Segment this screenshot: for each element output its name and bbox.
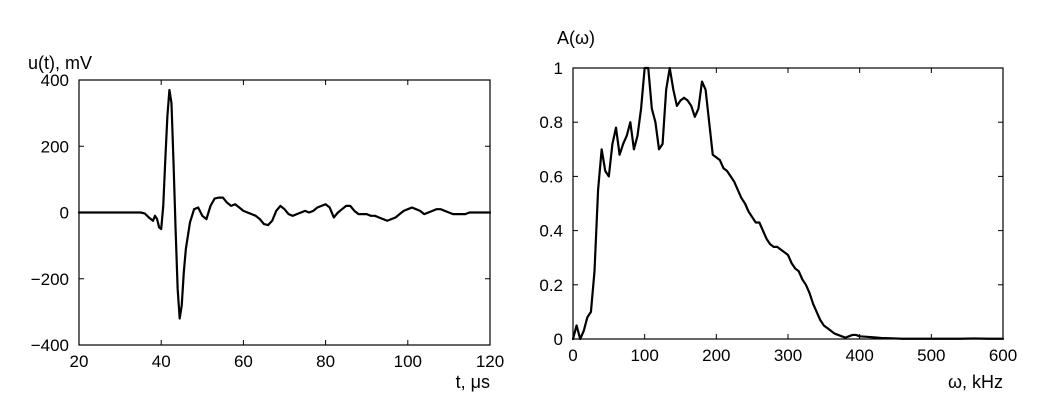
x-tick-label: 600 — [989, 346, 1017, 365]
x-tick-label: 500 — [917, 346, 945, 365]
series-group — [571, 66, 1005, 341]
x-axis-label: ω, kHz — [948, 372, 1003, 392]
y-tick-label: −200 — [31, 270, 69, 289]
series-line — [571, 66, 1005, 341]
y-tick-label: 0 — [554, 330, 563, 349]
x-tick-label: 80 — [316, 352, 335, 371]
x-tick-label: 400 — [845, 346, 873, 365]
y-tick-label: 1 — [554, 59, 563, 78]
y-tick-label: 0.2 — [539, 276, 563, 295]
x-tick-label: 40 — [152, 352, 171, 371]
y-tick-label: 400 — [41, 71, 69, 90]
x-tick-label: 20 — [70, 352, 89, 371]
y-axis-label: A(ω) — [557, 28, 595, 48]
y-tick-label: 200 — [41, 137, 69, 156]
tick-labels-group: 20 40 60 80 100 120 −400 −200 0 200 400 — [31, 71, 504, 371]
x-axis-label: t, μs — [456, 372, 490, 392]
plot-frame — [572, 67, 1004, 340]
x-tick-label: 100 — [630, 346, 658, 365]
time-signal-panel: u(t), mV t, μs 20 40 60 80 100 120−400−200020… — [28, 53, 504, 392]
series-line — [77, 88, 492, 320]
series-group — [77, 88, 492, 320]
spectrum-panel: A(ω) ω, kHz 0 100 200 300 400 500 600 0 0.2 0.4 0.… — [539, 28, 1017, 392]
y-axis-label: u(t), mV — [28, 53, 92, 73]
y-tick-label: 0.6 — [539, 167, 563, 186]
x-tick-label: 120 — [476, 352, 504, 371]
y-tick-label: 0.4 — [539, 222, 563, 241]
tick-labels-group: 0 100 200 300 400 500 600 0 0.2 0.4 0.6 0.8 1 — [539, 59, 1017, 365]
x-tick-label: 0 — [568, 346, 577, 365]
x-tick-label: 60 — [234, 352, 253, 371]
ticks-group — [572, 67, 1004, 340]
y-tick-label: −400 — [31, 336, 69, 355]
plot-frame — [78, 79, 491, 346]
x-tick-label: 200 — [702, 346, 730, 365]
y-tick-label: 0 — [60, 204, 69, 223]
x-tick-label: 300 — [774, 346, 802, 365]
y-tick-label: 0.8 — [539, 113, 563, 132]
x-tick-label: 100 — [394, 352, 422, 371]
